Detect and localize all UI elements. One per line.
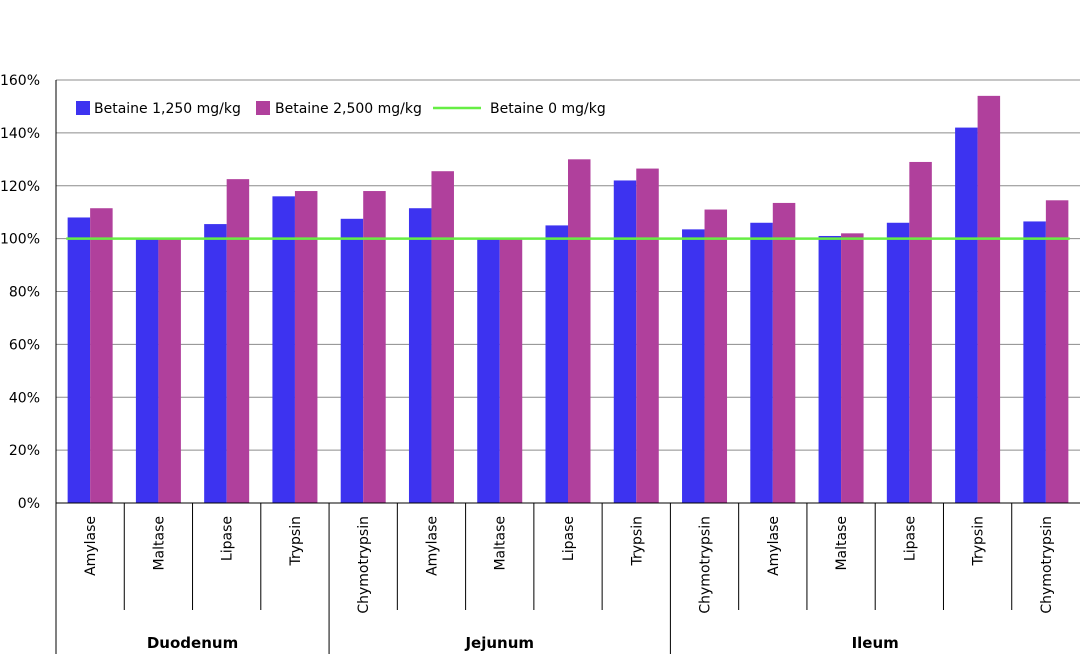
x-axis-category-labels: Amylase Maltase Lipase Trypsin Chymotrypsin A… [83,516,1055,614]
bar-series1 [67,217,91,503]
bar-series1 [750,222,773,503]
category-label: Lipase [561,516,577,561]
category-label: Chymotrypsin [356,516,372,614]
axes [55,80,1080,654]
legend-label-series2: Betaine 2,500 mg/kg [275,101,422,117]
category-label: Lipase [220,516,236,561]
category-label: Trypsin [971,516,987,566]
bar-series1 [408,208,432,504]
x-axis-group-labels: Duodenum Jejunum Ileum [147,634,899,652]
legend-label-series3: Betaine 0 mg/kg [490,101,606,117]
legend-label-series1: Betaine 1,250 mg/kg [94,101,241,117]
bar-series2 [704,209,728,503]
category-label: Maltase [151,516,167,571]
group-label: Duodenum [147,634,238,652]
bar-series1 [955,127,978,504]
bar-series2 [226,179,250,503]
y-tick-label: 140% [0,126,40,142]
category-label: Maltase [834,516,850,571]
y-tick-label: 20% [9,443,40,459]
y-tick-label: 60% [9,337,40,353]
y-tick-label: 100% [0,232,40,248]
bar-series2 [499,238,523,503]
category-label: Amylase [424,516,440,576]
y-tick-label: 120% [0,179,40,195]
y-tick-label: 80% [9,285,40,301]
bar-series1 [818,235,842,503]
bar-series2 [158,238,181,503]
bar-series1 [272,196,295,503]
category-label: Trypsin [288,516,304,566]
bar-series2 [1045,200,1069,503]
group-label: Jejunum [464,634,534,652]
bar-series1 [1023,221,1046,504]
category-label: Chymotrypsin [1039,516,1055,614]
category-label: Amylase [766,516,782,576]
bar-series2 [294,191,318,503]
bar-series2 [636,168,659,504]
bar-series1 [682,229,705,503]
y-tick-label: 0% [18,496,40,512]
bar-series1 [477,238,500,503]
legend-swatch-series1 [76,101,90,115]
category-label: Chymotrypsin [698,516,714,614]
bar-series1 [204,224,227,503]
y-axis-ticks: 0% 20% 40% 60% 80% 100% 120% 140% 160% [0,73,40,512]
bar-series2 [431,171,454,503]
category-label: Amylase [83,516,99,576]
legend-swatch-series2 [256,101,270,115]
y-tick-label: 40% [9,390,40,406]
bar-series2 [909,161,932,504]
bar-series1 [340,218,364,503]
bar-series2 [772,202,796,503]
bar-series2 [977,95,1001,504]
group-label: Ileum [852,634,899,652]
category-label: Trypsin [629,516,645,566]
bar-series1 [545,225,568,503]
bar-series2 [568,159,591,503]
bars [67,95,1069,504]
bar-series2 [90,208,113,504]
bar-series1 [886,222,910,503]
legend: Betaine 1,250 mg/kg Betaine 2,500 mg/kg Be… [76,101,606,117]
bar-series1 [135,238,159,503]
bar-series2 [841,233,864,503]
category-label: Lipase [902,516,918,561]
bar-series1 [613,180,637,503]
y-tick-label: 160% [0,73,40,89]
bar-series2 [363,191,386,503]
category-label: Maltase [493,516,509,571]
